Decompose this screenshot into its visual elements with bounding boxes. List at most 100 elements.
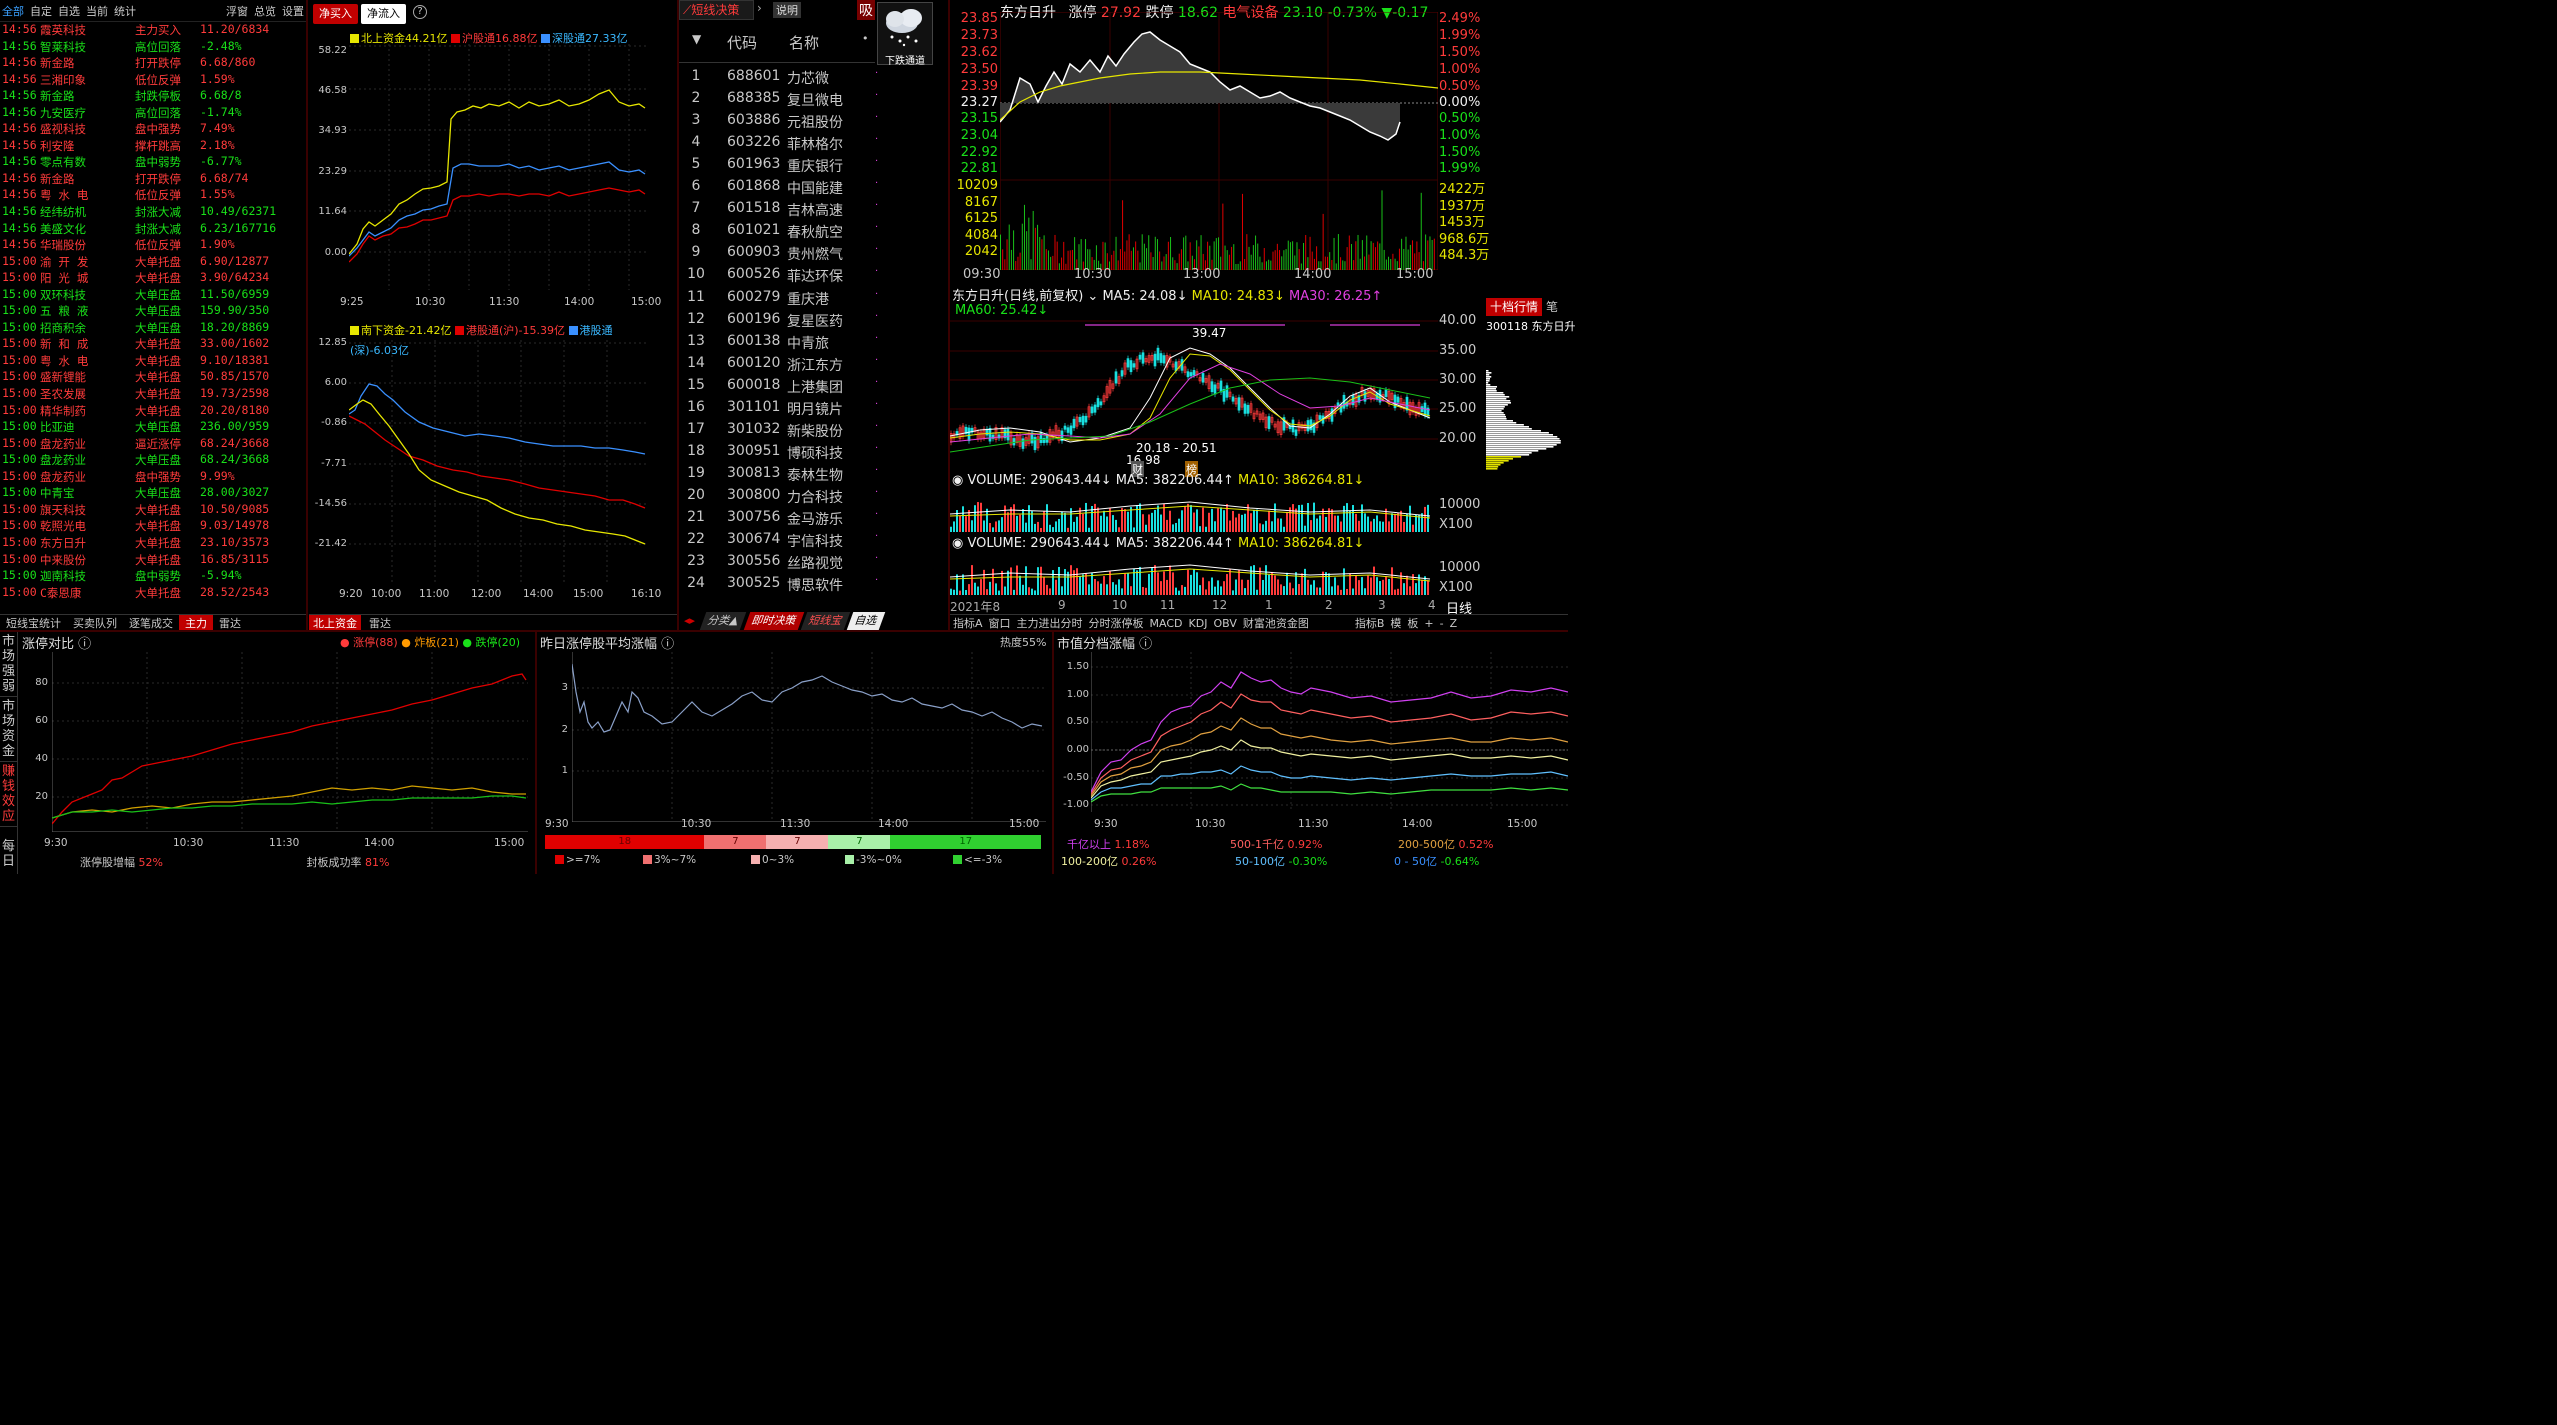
list-row[interactable]: 4 603226 菲林格尔 · xyxy=(679,132,879,154)
feed-row[interactable]: 15:00 C泰恩康 大单托盘 28.52/2543 xyxy=(0,585,306,602)
feed-float-button[interactable]: 浮窗 xyxy=(226,4,248,18)
feed-tab-watchlist[interactable]: 自选 xyxy=(58,4,80,18)
absorb-button[interactable]: 吸 xyxy=(857,0,875,20)
tab-northbound[interactable]: 北上资金 xyxy=(309,615,361,632)
tab-main-flow[interactable]: 主力进出分时 xyxy=(1016,617,1083,630)
help-button[interactable]: 说明 xyxy=(773,2,801,18)
tab-limitup-board[interactable]: 分时涨停板 xyxy=(1088,617,1144,630)
feed-row[interactable]: 15:00 东方日升 大单托盘 23.10/3573 xyxy=(0,535,306,552)
list-row[interactable]: 11 600279 重庆港 · xyxy=(679,287,879,309)
help-icon[interactable]: ? xyxy=(413,5,427,19)
feed-row[interactable]: 15:00 中来股份 大单托盘 16.85/3115 xyxy=(0,552,306,569)
feed-tab-current[interactable]: 当前 xyxy=(86,4,108,18)
feed-row[interactable]: 15:00 盛新锂能 大单托盘 50.85/1570 xyxy=(0,369,306,386)
tab-kdj[interactable]: KDJ xyxy=(1188,617,1208,630)
tab-main-force[interactable]: 主力 xyxy=(179,615,213,632)
prev-arrow-icon[interactable]: ◂▸ xyxy=(684,614,696,627)
feed-row[interactable]: 15:00 五 粮 液 大单压盘 159.90/350 xyxy=(0,303,306,320)
vtab-market-funds[interactable]: 市场资金 xyxy=(0,697,17,762)
list-title[interactable]: ⟋短线决策 xyxy=(679,0,754,20)
tab-board[interactable]: 板 xyxy=(1407,617,1419,630)
period-selector[interactable]: 日线 xyxy=(1446,602,1473,617)
vtab-daily[interactable]: 每日 xyxy=(1,839,15,869)
feed-row[interactable]: 15:00 迦南科技 盘中弱势 -5.94% xyxy=(0,568,306,585)
zoom-in-button[interactable]: + xyxy=(1424,617,1434,630)
feed-row[interactable]: 14:56 利安隆 撑杆跳高 2.18% xyxy=(0,138,306,155)
feed-row[interactable]: 15:00 粤 水 电 大单托盘 9.10/18381 xyxy=(0,353,306,370)
list-row[interactable]: 6 601868 中国能建 · xyxy=(679,176,879,198)
list-row[interactable]: 20 300800 力合科技 · xyxy=(679,485,879,507)
list-row[interactable]: 24 300525 博思软件 · xyxy=(679,573,879,595)
tab-radar-2[interactable]: 雷达 xyxy=(369,617,391,630)
tab-short-treasure[interactable]: 短线宝 xyxy=(800,612,850,630)
list-row[interactable]: 13 600138 中青旅 · xyxy=(679,331,879,353)
col-header-code[interactable]: 代码 xyxy=(727,34,758,52)
tab-indicator-b[interactable]: 指标B xyxy=(1354,617,1385,630)
kline-title[interactable]: 东方日升(日线,前复权) xyxy=(952,289,1084,304)
feed-row[interactable]: 15:00 精华制药 大单托盘 20.20/8180 xyxy=(0,403,306,420)
feed-row[interactable]: 15:00 盘龙药业 大单压盘 68.24/3668 xyxy=(0,452,306,469)
collapse-icon[interactable]: ◉ xyxy=(952,536,964,551)
tab-tick-trades[interactable]: 逐笔成交 xyxy=(129,617,173,630)
feed-row[interactable]: 15:00 渝 开 发 大单托盘 6.90/12877 xyxy=(0,254,306,271)
feed-row[interactable]: 14:56 盛视科技 盘中强势 7.49% xyxy=(0,121,306,138)
list-row[interactable]: 2 688385 复旦微电 · xyxy=(679,88,879,110)
tab-self-pick[interactable]: 自选 xyxy=(846,612,885,630)
dropdown-icon[interactable]: ⌄ xyxy=(1087,289,1099,304)
feed-row[interactable]: 15:00 新 和 成 大单托盘 33.00/1602 xyxy=(0,336,306,353)
list-row[interactable]: 18 300951 博硕科技 · xyxy=(679,441,879,463)
tab-order-queue[interactable]: 买卖队列 xyxy=(73,617,117,630)
feed-tab-custom[interactable]: 自定 xyxy=(30,4,52,18)
tab-trades[interactable]: 笔 xyxy=(1546,300,1559,314)
net-buy-button[interactable]: 净买入 xyxy=(313,4,358,24)
feed-row[interactable]: 15:00 双环科技 大单压盘 11.50/6959 xyxy=(0,287,306,304)
chevron-right-icon[interactable]: › xyxy=(757,1,762,15)
feed-row[interactable]: 15:00 招商积余 大单压盘 18.20/8869 xyxy=(0,320,306,337)
feed-row[interactable]: 14:56 经纬纺机 封涨大减 10.49/62371 xyxy=(0,204,306,221)
feed-row[interactable]: 15:00 盘龙药业 逼近涨停 68.24/3668 xyxy=(0,436,306,453)
vtab-market-strength[interactable]: 市场强弱 xyxy=(0,632,17,697)
feed-row[interactable]: 14:56 美盛文化 封涨大减 6.23/167716 xyxy=(0,221,306,238)
tab-obv[interactable]: OBV xyxy=(1213,617,1237,630)
tab-ten-level-quotes[interactable]: 十档行情 xyxy=(1486,298,1543,316)
tab-indicator-a[interactable]: 指标A xyxy=(953,617,983,630)
info-icon[interactable]: ⓘ xyxy=(661,637,675,652)
sort-down-icon[interactable]: ▼ xyxy=(692,32,702,46)
tab-short-stats[interactable]: 短线宝统计 xyxy=(6,617,61,630)
list-row[interactable]: 16 301101 明月镜片 · xyxy=(679,397,879,419)
feed-row[interactable]: 14:56 零点有数 盘中弱势 -6.77% xyxy=(0,154,306,171)
rank-marker-icon[interactable]: 榜 xyxy=(1185,461,1198,477)
list-row[interactable]: 17 301032 新柴股份 · xyxy=(679,419,879,441)
feed-row[interactable]: 15:00 阳 光 城 大单托盘 3.90/64234 xyxy=(0,270,306,287)
list-row[interactable]: 7 601518 吉林高速 · xyxy=(679,198,879,220)
tab-category[interactable]: 分类▲ xyxy=(699,612,747,630)
feed-row[interactable]: 15:00 圣农发展 大单托盘 19.73/2598 xyxy=(0,386,306,403)
list-row[interactable]: 14 600120 浙江东方 · xyxy=(679,353,879,375)
tab-window[interactable]: 窗口 xyxy=(988,617,1011,630)
feed-row[interactable]: 14:56 新金路 打开跌停 6.68/860 xyxy=(0,55,306,72)
finance-marker-icon[interactable]: 财 xyxy=(1131,461,1144,477)
feed-row[interactable]: 15:00 比亚迪 大单压盘 236.00/959 xyxy=(0,419,306,436)
feed-settings-button[interactable]: 设置 xyxy=(282,4,304,18)
info-icon[interactable]: ⓘ xyxy=(1139,637,1153,652)
list-row[interactable]: 23 300556 丝路视觉 · xyxy=(679,551,879,573)
feed-row[interactable]: 14:56 华瑞股份 低位反弹 1.90% xyxy=(0,237,306,254)
vtab-profit-effect[interactable]: 赚钱效应 xyxy=(0,762,17,827)
tab-radar[interactable]: 雷达 xyxy=(219,617,241,630)
tab-wealth-pool[interactable]: 财富池资金图 xyxy=(1242,617,1309,630)
collapse-icon[interactable]: ◉ xyxy=(952,473,964,488)
zoom-out-button[interactable]: - xyxy=(1439,617,1444,630)
list-row[interactable]: 19 300813 泰林生物 · xyxy=(679,463,879,485)
feed-row[interactable]: 14:56 九安医疗 高位回落 -1.74% xyxy=(0,105,306,122)
list-row[interactable]: 3 603886 元祖股份 · xyxy=(679,110,879,132)
feed-row[interactable]: 14:56 新金路 封跌停板 6.68/8 xyxy=(0,88,306,105)
feed-tab-stats[interactable]: 统计 xyxy=(114,4,136,18)
feed-row[interactable]: 14:56 新金路 打开跌停 6.68/74 xyxy=(0,171,306,188)
feed-row[interactable]: 14:56 三湘印象 低位反弹 1.59% xyxy=(0,72,306,89)
feed-row[interactable]: 14:56 智莱科技 高位回落 -2.48% xyxy=(0,39,306,56)
tab-macd[interactable]: MACD xyxy=(1149,617,1183,630)
zoom-reset-button[interactable]: Z xyxy=(1449,617,1458,630)
tab-instant-decision[interactable]: 即时决策 xyxy=(743,612,804,630)
list-row[interactable]: 9 600903 贵州燃气 · xyxy=(679,242,879,264)
feed-row[interactable]: 15:00 旗天科技 大单托盘 10.50/9085 xyxy=(0,502,306,519)
